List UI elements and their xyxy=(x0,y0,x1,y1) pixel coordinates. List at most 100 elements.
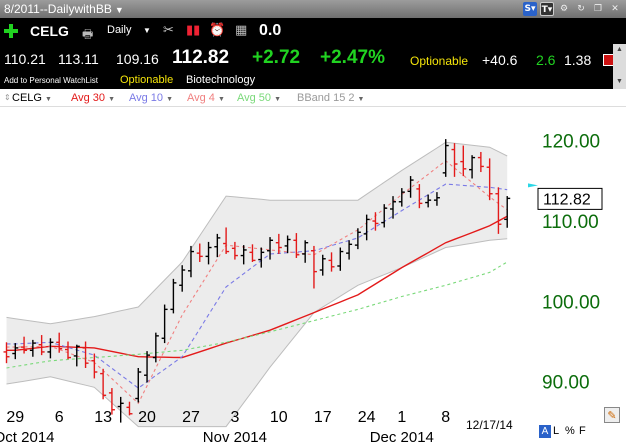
ohlc-bar[interactable] xyxy=(82,341,89,368)
ohlc-bar[interactable] xyxy=(477,151,484,173)
ohlc-bar[interactable] xyxy=(328,252,335,272)
ohlc-bar[interactable] xyxy=(205,241,212,265)
ohlc-bar[interactable] xyxy=(433,192,440,206)
ohlc-bar[interactable] xyxy=(223,227,230,254)
chart-canvas[interactable]: 120.00 110.00 100.00 90.00 112.82 29 6 13 20 27 3 1… xyxy=(0,107,626,448)
legend-item-symbol[interactable]: CELG ▼ xyxy=(12,89,52,109)
a-toggle-button[interactable]: A xyxy=(539,425,551,438)
ohlc-bar[interactable] xyxy=(91,353,98,379)
ohlc-bar[interactable] xyxy=(267,237,274,260)
ohlc-bar[interactable] xyxy=(275,233,282,254)
bar-chart-icon[interactable]: ▮▮ xyxy=(186,23,201,38)
ohlc-bar[interactable] xyxy=(363,214,370,241)
s-icon[interactable]: S▾ xyxy=(523,2,537,16)
scroll-up-icon[interactable]: ▲ xyxy=(616,46,623,53)
legend-item-avg4[interactable]: Avg 4 ▼ xyxy=(187,89,225,109)
calendar-icon[interactable]: ▦ xyxy=(235,23,248,38)
legend-item-avg10[interactable]: Avg 10 ▼ xyxy=(129,89,173,109)
ohlc-bar[interactable] xyxy=(117,396,124,423)
period-select[interactable]: Daily xyxy=(107,24,132,36)
ohlc-bar[interactable] xyxy=(47,338,54,359)
close-icon[interactable]: ✕ xyxy=(611,4,619,14)
ohlc-bar[interactable] xyxy=(398,188,405,207)
ohlc-bar[interactable] xyxy=(337,247,344,271)
industry-label[interactable]: Biotechnology xyxy=(186,74,256,86)
ohlc-bar[interactable] xyxy=(126,401,133,416)
ohlc-bar[interactable] xyxy=(135,367,142,403)
ohlc-bar[interactable] xyxy=(258,247,265,268)
grip-icon[interactable]: ⇕ xyxy=(4,93,11,102)
chevron-down-icon[interactable]: ▼ xyxy=(44,96,52,103)
add-to-watchlist-link[interactable]: Add to Personal WatchList xyxy=(4,76,98,85)
ohlc-bar[interactable] xyxy=(310,245,317,289)
ohlc-bar[interactable] xyxy=(346,240,353,260)
chevron-down-icon[interactable]: ▼ xyxy=(108,96,115,103)
alarm-clock-icon[interactable]: ⏰ xyxy=(209,23,226,38)
ohlc-bar[interactable] xyxy=(425,194,432,208)
ohlc-bar[interactable] xyxy=(231,241,238,260)
ohlc-bar[interactable] xyxy=(486,158,493,201)
chevron-down-icon[interactable]: ▼ xyxy=(274,96,281,103)
ohlc-bar[interactable] xyxy=(442,139,449,177)
ohlc-bar[interactable] xyxy=(469,155,476,179)
ohlc-bar[interactable] xyxy=(302,240,309,263)
ohlc-bar[interactable] xyxy=(240,245,247,265)
gear-icon[interactable]: ⚙ xyxy=(559,4,569,14)
refresh-icon[interactable]: ↻ xyxy=(577,4,585,14)
title-dropdown-icon[interactable]: ▼ xyxy=(114,5,124,15)
window-title[interactable]: 8/2011--DailywithBB xyxy=(4,2,112,16)
ohlc-bar[interactable] xyxy=(416,184,423,209)
ohlc-bar[interactable] xyxy=(21,336,28,354)
ohlc-bar[interactable] xyxy=(3,342,10,364)
t-icon[interactable]: T▾ xyxy=(540,2,554,16)
ohlc-bar[interactable] xyxy=(179,265,186,292)
ohlc-bar[interactable] xyxy=(293,233,300,258)
restore-icon[interactable]: ❐ xyxy=(593,4,603,14)
ohlc-bar[interactable] xyxy=(249,244,256,262)
ohlc-bar[interactable] xyxy=(460,145,467,177)
chevron-down-icon[interactable]: ▼ xyxy=(357,96,365,103)
ohlc-bar[interactable] xyxy=(170,278,177,314)
ohlc-bar[interactable] xyxy=(152,332,159,363)
ohlc-bar[interactable] xyxy=(214,233,221,258)
ohlc-bar[interactable] xyxy=(354,228,361,250)
ohlc-bar[interactable] xyxy=(319,254,326,276)
price-chart[interactable]: 120.00 110.00 100.00 90.00 112.82 29 6 13 20 27 3 1… xyxy=(0,107,626,448)
f-toggle-button[interactable]: F xyxy=(579,425,586,437)
ohlc-bar[interactable] xyxy=(407,176,414,198)
ohlc-bar[interactable] xyxy=(144,351,151,383)
ohlc-bar[interactable] xyxy=(451,143,458,177)
scroll-down-icon[interactable]: ▼ xyxy=(616,78,623,85)
legend-item-bband[interactable]: BBand 15 2 ▼ xyxy=(297,89,364,109)
percent-toggle-button[interactable]: % xyxy=(565,425,575,437)
period-dropdown-icon[interactable]: ▼ xyxy=(143,26,151,35)
ohlc-bar[interactable] xyxy=(495,187,502,234)
log-toggle-button[interactable]: L xyxy=(553,425,560,437)
quote-scrollbar[interactable] xyxy=(613,44,626,89)
ohlc-bar[interactable] xyxy=(73,344,80,367)
ohlc-bar[interactable] xyxy=(56,332,63,353)
legend-item-avg50[interactable]: Avg 50 ▼ xyxy=(237,89,281,109)
plus-icon[interactable] xyxy=(4,24,18,38)
legend-item-avg30[interactable]: Avg 30 ▼ xyxy=(71,89,115,109)
ohlc-bar[interactable] xyxy=(390,196,397,219)
ohlc-bar[interactable] xyxy=(504,196,511,228)
chevron-down-icon[interactable]: ▼ xyxy=(166,96,173,103)
pencil-icon[interactable]: ✎ xyxy=(604,407,620,423)
ohlc-bar[interactable] xyxy=(284,235,291,254)
ohlc-bar[interactable] xyxy=(381,204,388,228)
printer-icon[interactable]: 🖶 xyxy=(82,27,94,41)
tools-icon[interactable]: ✂ xyxy=(163,23,174,38)
ohlc-bar[interactable] xyxy=(12,343,19,360)
ohlc-bar[interactable] xyxy=(372,212,379,231)
ohlc-bar[interactable] xyxy=(64,341,71,360)
symbol-input[interactable]: CELG xyxy=(30,23,69,39)
ohlc-bar[interactable] xyxy=(100,368,107,400)
ohlc-bar[interactable] xyxy=(108,388,115,415)
chevron-down-icon[interactable]: ▼ xyxy=(217,96,225,103)
ohlc-bar[interactable] xyxy=(29,339,36,357)
ohlc-bar[interactable] xyxy=(196,243,203,262)
ohlc-bar[interactable] xyxy=(38,335,45,356)
ohlc-bar[interactable] xyxy=(161,304,168,344)
ohlc-bar[interactable] xyxy=(187,245,194,278)
